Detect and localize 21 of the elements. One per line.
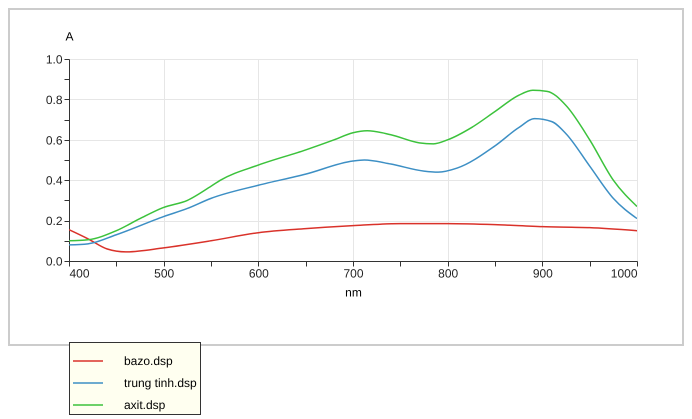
legend-label: trung tinh.dsp xyxy=(124,376,198,390)
x-tick-label: 1000 xyxy=(610,266,638,280)
y-tick-label: 0.0 xyxy=(46,254,63,268)
y-tick-label: 0.4 xyxy=(46,174,63,188)
line-series xyxy=(69,90,637,242)
x-tick-label: 700 xyxy=(343,266,364,280)
legend-label: bazo.dsp xyxy=(124,354,174,368)
legend-label: axit.dsp xyxy=(124,398,166,412)
line-series xyxy=(69,118,637,246)
y-tick-label: 0.6 xyxy=(46,133,63,148)
x-axis-title: nm xyxy=(345,286,362,300)
x-tick-label: 400 xyxy=(70,266,90,280)
y-tick-label: 0.8 xyxy=(46,92,63,107)
x-tick-label: 900 xyxy=(532,266,554,280)
x-tick-label: 800 xyxy=(438,266,458,280)
y-axis-title: A xyxy=(65,30,74,44)
y-tick-label: 1.0 xyxy=(46,52,63,66)
y-tick-label: 0.2 xyxy=(46,214,63,228)
line-series xyxy=(69,222,637,253)
x-tick-label: 500 xyxy=(154,266,174,280)
x-tick-label: 600 xyxy=(248,266,270,280)
